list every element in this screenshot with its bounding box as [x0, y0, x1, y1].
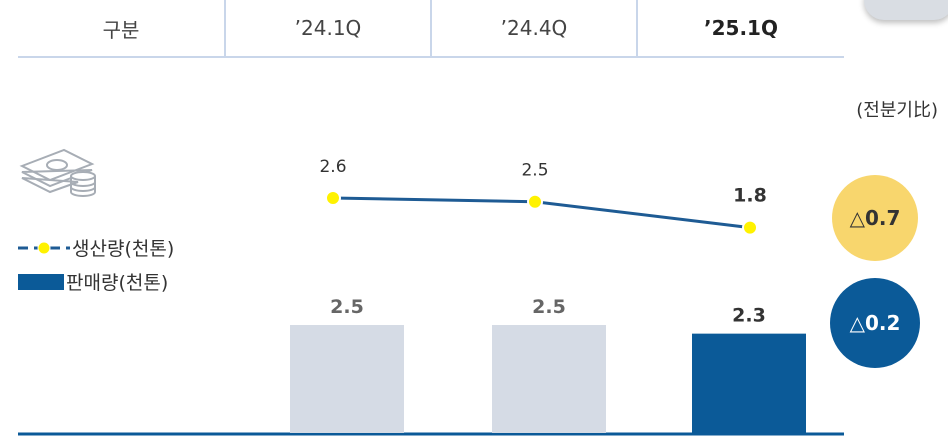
header-divider [636, 0, 638, 56]
money-stack-icon [19, 148, 96, 197]
corner-decoration [864, 0, 948, 20]
sales-bar-value: 2.3 [732, 305, 766, 327]
header-divider [430, 0, 432, 56]
unit-note: (전분기比) [856, 100, 938, 121]
sales-bar [290, 325, 404, 433]
production-point [527, 193, 543, 210]
sales-bar [692, 333, 806, 433]
legend-production-label: 생산량(천톤) [72, 238, 175, 260]
header-24-4q: ’24.4Q [500, 16, 568, 40]
legend-production: 생산량(천톤) [18, 234, 174, 261]
production-point-value: 2.6 [319, 157, 346, 177]
production-point [325, 190, 341, 206]
sales-bar-value: 2.5 [532, 296, 566, 318]
legend-sales-label: 판매량(천톤) [66, 272, 169, 294]
sales-change-value: △0.2 [849, 311, 901, 335]
header-row: 구분 ’24.1Q ’24.4Q ’25.1Q [18, 0, 844, 58]
legend-line-marker-icon [18, 241, 70, 254]
production-point-value: 1.8 [733, 185, 767, 207]
header-divider [224, 0, 226, 56]
production-change-value: △0.7 [849, 206, 901, 230]
sales-bar [492, 325, 606, 433]
sales-change-badge: △0.2 [830, 278, 920, 368]
legend-bar-swatch [18, 273, 64, 290]
production-point [742, 219, 758, 236]
header-25-1q: ’25.1Q [704, 16, 778, 40]
header-category: 구분 [102, 17, 140, 42]
legend-sales: 판매량(천톤) [18, 268, 168, 295]
header-24-1q: ’24.1Q [294, 16, 362, 40]
production-point-value: 2.5 [521, 161, 548, 181]
production-change-badge: △0.7 [832, 175, 918, 261]
sales-bar-value: 2.5 [330, 296, 364, 318]
